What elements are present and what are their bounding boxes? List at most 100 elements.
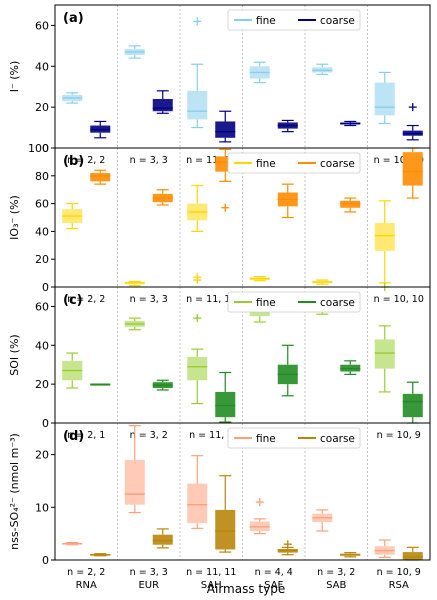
box-RSA-fine (374, 200, 395, 284)
box-SAH-fine (187, 17, 208, 129)
outlier-marker (193, 314, 202, 323)
box-RSA-coarse (402, 381, 423, 424)
y-axis-label: SOI (%) (8, 334, 21, 375)
legend-label: fine (256, 433, 276, 445)
box-iqr (187, 483, 208, 524)
x-tick-label: SAH (201, 580, 222, 591)
x-tick-label: RSA (389, 580, 409, 591)
legend: fine coarse (227, 152, 361, 174)
box-iqr (402, 552, 423, 560)
sample-count: n = 2, 1 (67, 430, 105, 441)
series-coarse (90, 90, 423, 143)
panel-label: (b) (63, 154, 84, 169)
sample-count: n = 3, 2 (130, 430, 168, 441)
box-EUR-coarse (152, 528, 173, 549)
y-tick-label: 20 (35, 378, 49, 391)
box-iqr (374, 82, 395, 116)
x-tick-label: SAF (264, 580, 283, 591)
box-RNA-coarse (90, 383, 111, 386)
y-tick-label: 20 (35, 253, 49, 266)
box-iqr (374, 339, 395, 369)
box-SAF-coarse (277, 183, 298, 219)
box-iqr (124, 459, 145, 505)
box-RNA-fine (62, 203, 83, 230)
panel-2: 0 20 40 60 SOI (%) n = 2, 1 n = 3, 2 n = 11, 4 n… (8, 283, 431, 441)
sample-count: n = 11, 11 (186, 567, 236, 578)
box-SAH-coarse (215, 110, 236, 143)
y-tick-label: 20 (35, 449, 49, 462)
box-SAB-fine (312, 509, 333, 532)
outlier-marker (255, 498, 264, 507)
legend-label: coarse (320, 297, 355, 309)
box-iqr (402, 152, 423, 186)
y-axis-label: I⁻ (%) (8, 61, 21, 93)
box-EUR-fine (124, 425, 145, 514)
box-iqr (402, 393, 423, 418)
box-iqr (90, 173, 111, 182)
box-iqr (152, 98, 173, 112)
sample-count: n = 3, 3 (130, 567, 168, 578)
legend: fine coarse (227, 427, 361, 449)
y-tick-label: 60 (35, 300, 49, 313)
x-axis-label: Airmass type (207, 582, 285, 596)
legend-frame (227, 9, 361, 31)
y-tick-label: 0 (42, 417, 49, 430)
sample-count: n = 2, 2 (67, 155, 105, 166)
legend-frame (227, 152, 361, 174)
sample-count: n = 3, 3 (130, 294, 168, 305)
x-tick-label: RNA (76, 580, 97, 591)
box-SAF-coarse (277, 119, 298, 133)
sample-count: n = 2, 2 (67, 567, 105, 578)
outlier-marker (221, 203, 230, 212)
sample-count: n = 11, 11 (186, 294, 236, 305)
box-SAH-fine (187, 455, 208, 529)
box-SAH-fine (187, 184, 208, 285)
legend: fine coarse (227, 9, 361, 31)
sample-count: n = 11, 4 (189, 430, 233, 441)
box-RSA-coarse (402, 103, 423, 141)
box-iqr (152, 534, 173, 545)
box-iqr (90, 384, 111, 386)
sample-count: n = 10, 10 (374, 155, 424, 166)
y-tick-label: 0 (42, 281, 49, 294)
box-iqr (215, 509, 236, 550)
box-RNA-coarse (90, 169, 111, 185)
legend-frame (227, 427, 361, 449)
y-tick-label: 40 (35, 60, 49, 73)
outlier-marker (408, 103, 417, 112)
box-SAF-fine (249, 275, 270, 282)
box-RNA-fine (62, 352, 83, 389)
series-fine (62, 425, 395, 558)
box-SAB-coarse (340, 197, 361, 213)
y-axis-label: nss-SO₄²⁻ (nmol m⁻³) (8, 433, 21, 550)
box-SAB-fine (312, 63, 333, 76)
y-tick-label: 0 (42, 554, 49, 567)
y-tick-label: 10 (35, 501, 49, 514)
y-axis-label: IO₃⁻ (%) (8, 195, 21, 240)
sample-count: n = 3, 2 (317, 567, 355, 578)
box-RNA-fine (62, 542, 83, 546)
box-iqr (187, 356, 208, 381)
y-tick-label: 40 (35, 225, 49, 238)
box-SAF-fine (249, 61, 270, 84)
panel-0: 0 20 40 60 I⁻ (%) n = 2, 2 n = 3, 3 n = 11, 11 n… (8, 4, 431, 166)
box-RSA-fine (374, 71, 395, 125)
series-fine (62, 184, 395, 287)
y-tick-label: 80 (35, 170, 49, 183)
box-iqr (215, 121, 236, 138)
box-SAH-fine (187, 314, 208, 405)
box-SAB-coarse (340, 552, 361, 558)
box-EUR-coarse (152, 379, 173, 391)
box-RSA-coarse (402, 546, 423, 561)
y-tick-label: 60 (35, 19, 49, 32)
legend: fine coarse (227, 291, 361, 313)
box-SAF-fine (249, 498, 270, 535)
panel-label: (c) (63, 293, 83, 308)
sample-count: n = 10, 9 (377, 567, 421, 578)
box-EUR-fine (124, 280, 145, 287)
box-EUR-fine (124, 45, 145, 59)
box-RNA-fine (62, 92, 83, 104)
box-RNA-coarse (90, 553, 111, 557)
box-RSA-fine (374, 539, 395, 558)
panel-label: (a) (63, 11, 84, 26)
